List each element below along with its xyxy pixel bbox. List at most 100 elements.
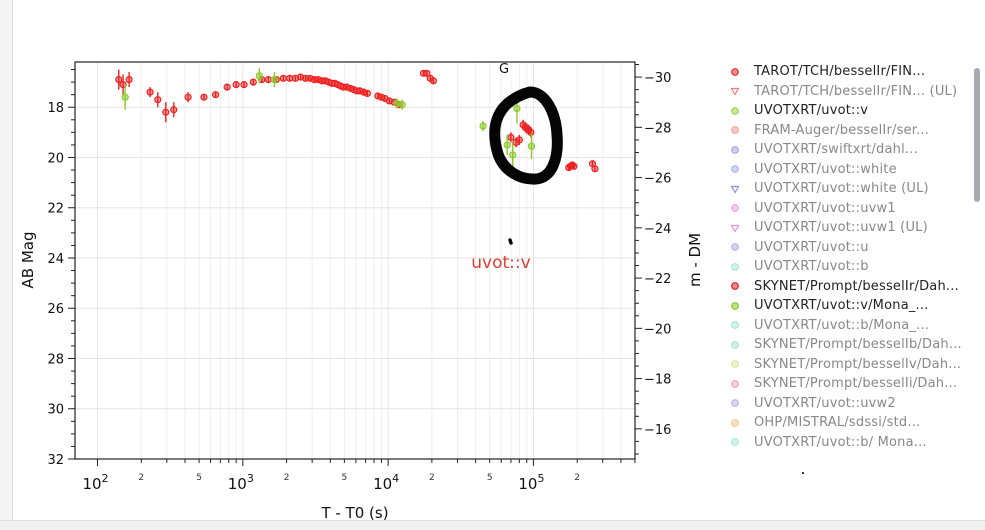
uvot-annotation: uvot::v [471, 253, 530, 273]
x-tick-label: 103 [228, 472, 254, 493]
circle-marker-icon [730, 125, 740, 135]
x-minor-tick-label: 5 [487, 473, 493, 483]
legend-item[interactable]: TAROT/TCH/besselIr/FIN... [726, 62, 976, 82]
legend-item[interactable]: UVOTXRT/uvot::b/Mona_... [726, 316, 976, 336]
chart-legend: TAROT/TCH/besselIr/FIN... TAROT/TCH/besse… [726, 62, 976, 452]
legend-item[interactable]: UVOTXRT/uvot::u [726, 238, 976, 258]
data-point [125, 75, 133, 84]
triangle-marker-icon [730, 86, 740, 96]
circle-marker-icon [730, 262, 740, 272]
circle-marker-icon [730, 418, 740, 428]
data-point [200, 93, 208, 101]
y2-tick-label: −26 [644, 172, 671, 187]
x-tick-label: 102 [82, 472, 108, 493]
legend-item[interactable]: UVOTXRT/uvot::white [726, 160, 976, 180]
legend-label: UVOTXRT/uvot::b/ Mona... [754, 434, 927, 450]
y-tick-label: 20 [47, 151, 64, 166]
circle-marker-icon [730, 106, 740, 116]
legend-item[interactable]: SKYNET/Prompt/besselIi/Dah... [726, 374, 976, 394]
y2-tick-label: −22 [644, 272, 671, 287]
data-point [363, 89, 371, 98]
legend-item[interactable]: OHP/MISTRAL/sdssi/std... [726, 413, 976, 433]
legend-label: TAROT/TCH/besselIr/FIN... (UL) [754, 83, 958, 99]
y-tick-label: 28 [47, 352, 64, 367]
legend-item[interactable]: UVOTXRT/uvot::b/ Mona... [726, 433, 976, 453]
y-tick-label: 32 [47, 453, 64, 468]
y-tick-label: 24 [47, 252, 64, 267]
data-point [398, 101, 406, 109]
legend-label: UVOTXRT/swiftxrt/dahl... [754, 142, 918, 158]
y2-tick-label: −24 [644, 222, 671, 237]
legend-item[interactable]: UVOTXRT/uvot::uvw1 [726, 199, 976, 219]
data-point [115, 75, 123, 84]
data-point [591, 165, 599, 173]
legend-label: UVOTXRT/uvot::uvw1 (UL) [754, 220, 928, 236]
data-point [503, 141, 511, 149]
legend-item[interactable]: SKYNET/Prompt/besselIr/Dah... [726, 277, 976, 297]
x-minor-tick-label: 5 [342, 473, 348, 483]
legend-label: SKYNET/Prompt/besselIv/Dah... [754, 356, 962, 372]
legend-item[interactable]: TAROT/TCH/besselIr/FIN... (UL) [726, 82, 976, 102]
axis-ticks: 1820222426283032−30−28−26−24−22−20−18−16… [47, 64, 671, 493]
legend-item[interactable]: UVOTXRT/swiftxrt/dahl... [726, 140, 976, 160]
bottom-edge [0, 520, 985, 530]
data-point [527, 142, 536, 150]
legend-item[interactable]: UVOTXRT/uvot::uvw1 (UL) [726, 218, 976, 238]
data-point [121, 93, 129, 101]
data-point [212, 91, 220, 99]
chart-grid [75, 62, 636, 460]
legend-label: FRAM-Auger/besselIr/ser... [754, 122, 930, 138]
legend-label: UVOTXRT/uvot::white (UL) [754, 181, 929, 197]
legend-scrollbar[interactable] [974, 68, 980, 202]
circle-marker-icon [730, 379, 740, 389]
y2-tick-label: −30 [644, 71, 671, 86]
legend-label: SKYNET/Prompt/besselIr/Dah... [754, 278, 959, 294]
legend-label: SKYNET/Prompt/besselIb/Dah... [754, 337, 962, 353]
x-minor-tick-label: 2 [284, 473, 290, 483]
legend-label: UVOTXRT/uvot::v/Mona_... [754, 298, 929, 314]
y2-tick-label: −20 [644, 322, 671, 337]
data-point [249, 78, 257, 86]
legend-label: UVOTXRT/uvot::u [754, 239, 869, 255]
legend-label: UVOTXRT/uvot::uvw2 [754, 395, 896, 411]
data-point [286, 74, 294, 82]
g-annotation: G [499, 62, 509, 77]
data-point [507, 133, 515, 141]
legend-label: UVOTXRT/uvot::white [754, 161, 897, 177]
legend-item[interactable]: UVOTXRT/uvot::uvw2 [726, 394, 976, 414]
legend-item[interactable]: UVOTXRT/uvot::white (UL) [726, 179, 976, 199]
data-point [479, 122, 487, 130]
data-point [146, 88, 154, 96]
y-tick-label: 30 [47, 403, 64, 418]
circle-marker-icon [730, 67, 740, 77]
legend-label: UVOTXRT/uvot::v [754, 103, 869, 119]
y-tick-label: 18 [47, 101, 64, 116]
data-point [264, 75, 273, 84]
legend-item[interactable]: SKYNET/Prompt/besselIv/Dah... [726, 355, 976, 375]
y-axis-label: AB Mag [19, 232, 37, 289]
data-point [423, 69, 431, 77]
legend-label: OHP/MISTRAL/sdssi/std... [754, 415, 921, 431]
data-point [255, 72, 263, 80]
data-point [223, 83, 231, 91]
legend-item[interactable]: UVOTXRT/uvot::b [726, 257, 976, 277]
y2-tick-label: −16 [644, 423, 671, 438]
hand-drawn-mark [508, 238, 513, 245]
x-minor-tick-label: 2 [138, 473, 144, 483]
legend-item[interactable]: SKYNET/Prompt/besselIb/Dah... [726, 335, 976, 355]
y-tick-label: 26 [47, 302, 64, 317]
legend-label: TAROT/TCH/besselIr/FIN... [754, 64, 926, 80]
x-minor-tick-label: 2 [574, 473, 580, 483]
legend-item[interactable]: FRAM-Auger/besselIr/ser... [726, 121, 976, 141]
legend-item[interactable]: UVOTXRT/uvot::v/Mona_... [726, 296, 976, 316]
legend-label: SKYNET/Prompt/besselIi/Dah... [754, 376, 958, 392]
circle-marker-icon [730, 437, 740, 447]
legend-item[interactable]: UVOTXRT/uvot::v [726, 101, 976, 121]
circle-marker-icon [730, 359, 740, 369]
y2-axis-label: m - DM [686, 233, 704, 287]
left-panel-edge [0, 0, 13, 529]
data-point [162, 108, 170, 116]
triangle-marker-icon [730, 223, 740, 233]
data-point [232, 81, 240, 89]
x-axis-label: T - T0 (s) [320, 504, 388, 522]
